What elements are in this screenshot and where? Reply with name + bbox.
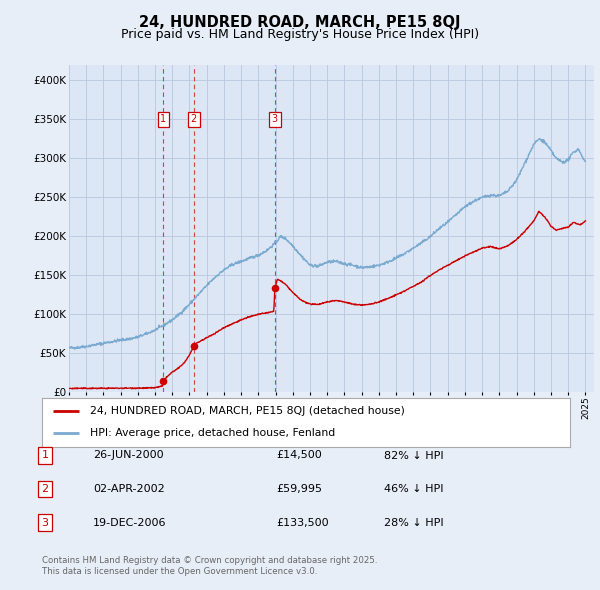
Text: Price paid vs. HM Land Registry's House Price Index (HPI): Price paid vs. HM Land Registry's House … [121,28,479,41]
Text: 24, HUNDRED ROAD, MARCH, PE15 8QJ: 24, HUNDRED ROAD, MARCH, PE15 8QJ [139,15,461,30]
Text: 3: 3 [41,518,49,527]
Text: 24, HUNDRED ROAD, MARCH, PE15 8QJ (detached house): 24, HUNDRED ROAD, MARCH, PE15 8QJ (detac… [89,406,404,416]
Text: 02-APR-2002: 02-APR-2002 [93,484,165,494]
Text: 2: 2 [41,484,49,494]
Text: £59,995: £59,995 [276,484,322,494]
Text: 1: 1 [160,114,166,124]
Text: 1: 1 [41,451,49,460]
Text: 46% ↓ HPI: 46% ↓ HPI [384,484,443,494]
Text: 3: 3 [272,114,278,124]
Text: 19-DEC-2006: 19-DEC-2006 [93,518,167,527]
Text: 2: 2 [191,114,197,124]
Text: 28% ↓ HPI: 28% ↓ HPI [384,518,443,527]
Text: £14,500: £14,500 [276,451,322,460]
Text: HPI: Average price, detached house, Fenland: HPI: Average price, detached house, Fenl… [89,428,335,438]
Text: 82% ↓ HPI: 82% ↓ HPI [384,451,443,460]
Text: £133,500: £133,500 [276,518,329,527]
Text: Contains HM Land Registry data © Crown copyright and database right 2025.
This d: Contains HM Land Registry data © Crown c… [42,556,377,576]
Text: 26-JUN-2000: 26-JUN-2000 [93,451,164,460]
